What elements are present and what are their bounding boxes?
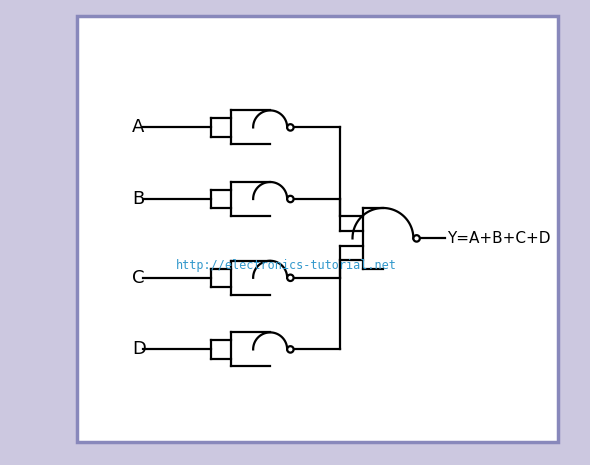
Circle shape [287, 124, 294, 131]
Circle shape [414, 235, 420, 242]
Circle shape [287, 346, 294, 352]
Text: D: D [132, 340, 146, 359]
Circle shape [287, 274, 294, 281]
Text: Y=A+B+C+D: Y=A+B+C+D [447, 231, 550, 246]
Text: A: A [132, 119, 145, 136]
Circle shape [287, 196, 294, 202]
Text: C: C [132, 269, 145, 287]
Text: B: B [132, 190, 145, 208]
Text: http://electronics-tutorial.net: http://electronics-tutorial.net [176, 259, 396, 272]
